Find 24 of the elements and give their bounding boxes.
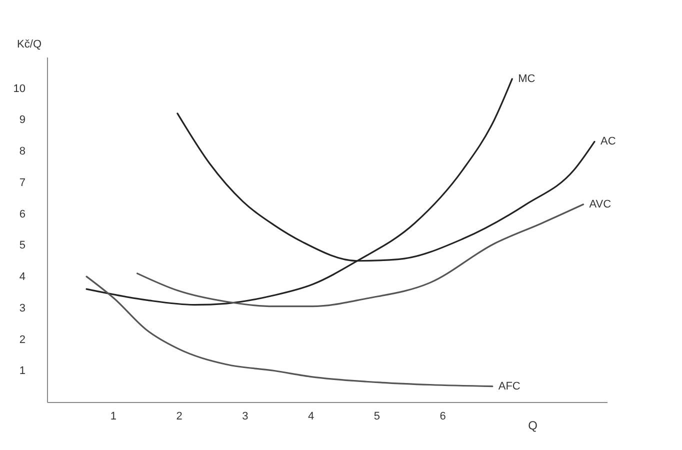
series-label: MC: [518, 72, 536, 85]
y-axis-title: Kč/Q: [17, 38, 42, 50]
x-tick-label: 1: [110, 410, 116, 422]
line-series: [86, 276, 494, 388]
x-tick-label: 4: [308, 410, 314, 422]
x-tick-label: 2: [176, 410, 182, 422]
y-tick-label: 1: [19, 365, 26, 378]
y-tick-label: 4: [19, 271, 26, 284]
y-tick-label: 7: [19, 176, 26, 189]
y-tick-label: 2: [19, 334, 26, 346]
x-tick-label: 3: [242, 410, 248, 422]
y-tick-label: 5: [19, 240, 26, 252]
x-axis-title: Q: [528, 418, 538, 432]
y-tick-label: 3: [19, 302, 26, 314]
y-tick-label: 9: [19, 114, 26, 126]
y-tick-label: 10: [13, 82, 26, 95]
series-label: AC: [600, 136, 616, 148]
line-series: [136, 204, 584, 308]
x-tick-label: 6: [440, 410, 446, 422]
y-tick-label: 6: [19, 208, 26, 220]
y-tick-label: 8: [19, 146, 26, 158]
series-label: AVC: [589, 198, 612, 210]
series-label: AFC: [498, 380, 520, 392]
x-tick-label: 5: [374, 410, 380, 422]
